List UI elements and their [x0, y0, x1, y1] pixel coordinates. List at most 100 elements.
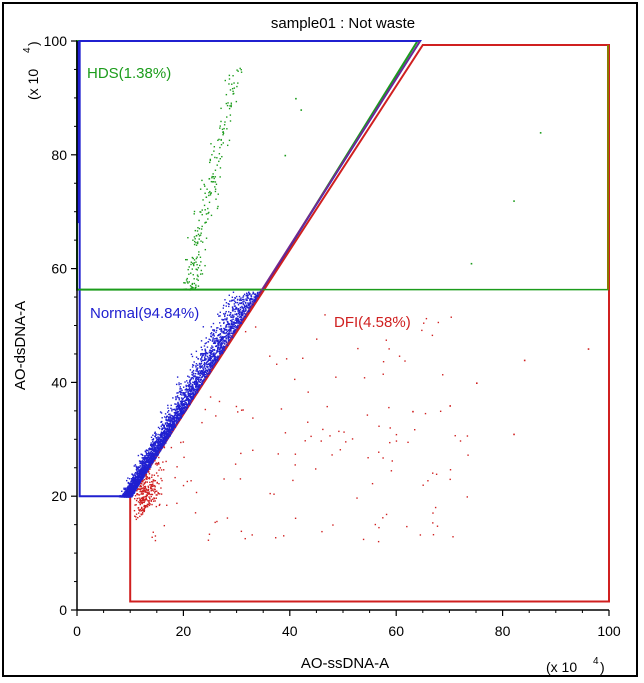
- point-hds: [231, 87, 234, 90]
- point-normal: [210, 364, 212, 367]
- x-multiplier-exp: 4: [593, 656, 599, 667]
- point-normal: [258, 291, 261, 293]
- point-normal: [249, 299, 251, 301]
- point-normal: [239, 310, 241, 313]
- point-normal: [251, 301, 254, 303]
- point-normal: [203, 366, 205, 368]
- point-normal: [145, 453, 148, 455]
- point-normal: [205, 351, 207, 353]
- point-normal: [221, 351, 223, 353]
- point-normal: [204, 363, 206, 365]
- point-normal: [166, 425, 168, 427]
- point-normal: [211, 345, 213, 347]
- point-normal: [137, 476, 139, 479]
- point-normal: [236, 313, 238, 315]
- point-normal: [171, 415, 173, 417]
- point-normal: [243, 305, 246, 307]
- x-multiplier: (x 10: [546, 659, 577, 675]
- point-normal: [206, 375, 208, 378]
- point-hds: [215, 198, 217, 200]
- point-normal: [185, 403, 188, 405]
- point-normal: [141, 475, 143, 477]
- point-hds: [219, 146, 221, 149]
- point-normal: [168, 419, 170, 422]
- gate-label-hds: HDS(1.38%): [87, 65, 171, 82]
- point-dfi: [235, 405, 238, 408]
- point-normal: [209, 352, 211, 354]
- point-normal: [211, 340, 214, 342]
- point-normal: [222, 307, 224, 309]
- point-normal: [170, 407, 172, 410]
- point-normal: [144, 457, 146, 459]
- point-normal: [176, 413, 178, 416]
- point-normal: [208, 351, 211, 353]
- point-dfi: [142, 493, 144, 495]
- point-normal: [205, 355, 207, 357]
- point-normal: [234, 310, 236, 313]
- point-normal: [149, 451, 152, 453]
- point-normal: [225, 338, 228, 340]
- point-dfi: [190, 480, 192, 482]
- point-normal: [125, 479, 128, 482]
- point-normal: [204, 352, 206, 355]
- point-dfi: [154, 539, 157, 542]
- point-dfi: [141, 502, 143, 505]
- point-dfi: [141, 509, 143, 512]
- point-normal: [143, 459, 146, 461]
- point-normal: [207, 357, 209, 359]
- point-dfi: [152, 531, 154, 533]
- point-hds: [200, 232, 202, 234]
- point-normal: [139, 465, 142, 467]
- point-dfi: [143, 483, 146, 485]
- point-normal: [171, 426, 173, 429]
- point-normal: [204, 373, 207, 376]
- point-normal: [130, 480, 133, 483]
- point-dfi: [366, 414, 369, 416]
- point-normal: [180, 383, 182, 385]
- point-normal: [234, 300, 236, 303]
- point-dfi: [150, 484, 153, 486]
- point-normal: [136, 479, 138, 481]
- point-normal: [241, 313, 244, 315]
- point-dfi: [149, 493, 151, 496]
- point-normal: [138, 482, 140, 484]
- point-normal: [226, 330, 228, 333]
- point-dfi: [142, 509, 145, 512]
- point-normal: [233, 330, 236, 332]
- point-normal: [164, 441, 166, 443]
- point-normal: [196, 385, 198, 388]
- point-normal: [206, 370, 209, 373]
- point-hds: [229, 105, 231, 107]
- point-normal: [202, 369, 204, 372]
- point-normal: [165, 435, 168, 438]
- point-normal: [160, 440, 162, 443]
- point-normal: [213, 352, 215, 354]
- point-normal: [173, 421, 175, 423]
- point-normal: [182, 406, 185, 408]
- point-normal: [249, 297, 251, 300]
- point-normal: [184, 406, 186, 408]
- point-dfi: [139, 486, 141, 488]
- point-normal: [191, 386, 194, 388]
- point-normal: [131, 483, 134, 485]
- point-normal: [145, 468, 147, 470]
- point-normal: [226, 326, 228, 328]
- point-normal: [163, 436, 165, 438]
- point-dfi: [140, 500, 142, 503]
- point-normal: [127, 481, 130, 484]
- point-hds: [195, 286, 197, 288]
- point-dfi: [143, 505, 145, 508]
- point-dfi: [149, 481, 151, 484]
- point-normal: [204, 348, 206, 350]
- point-normal: [192, 390, 194, 392]
- point-normal: [151, 446, 153, 448]
- point-normal: [202, 354, 205, 356]
- point-normal: [149, 444, 152, 447]
- point-normal: [139, 462, 141, 464]
- point-normal: [141, 476, 144, 479]
- point-hds: [195, 241, 197, 244]
- point-dfi: [338, 430, 340, 433]
- point-normal: [134, 483, 136, 486]
- point-hds: [198, 251, 200, 253]
- point-normal: [200, 378, 202, 381]
